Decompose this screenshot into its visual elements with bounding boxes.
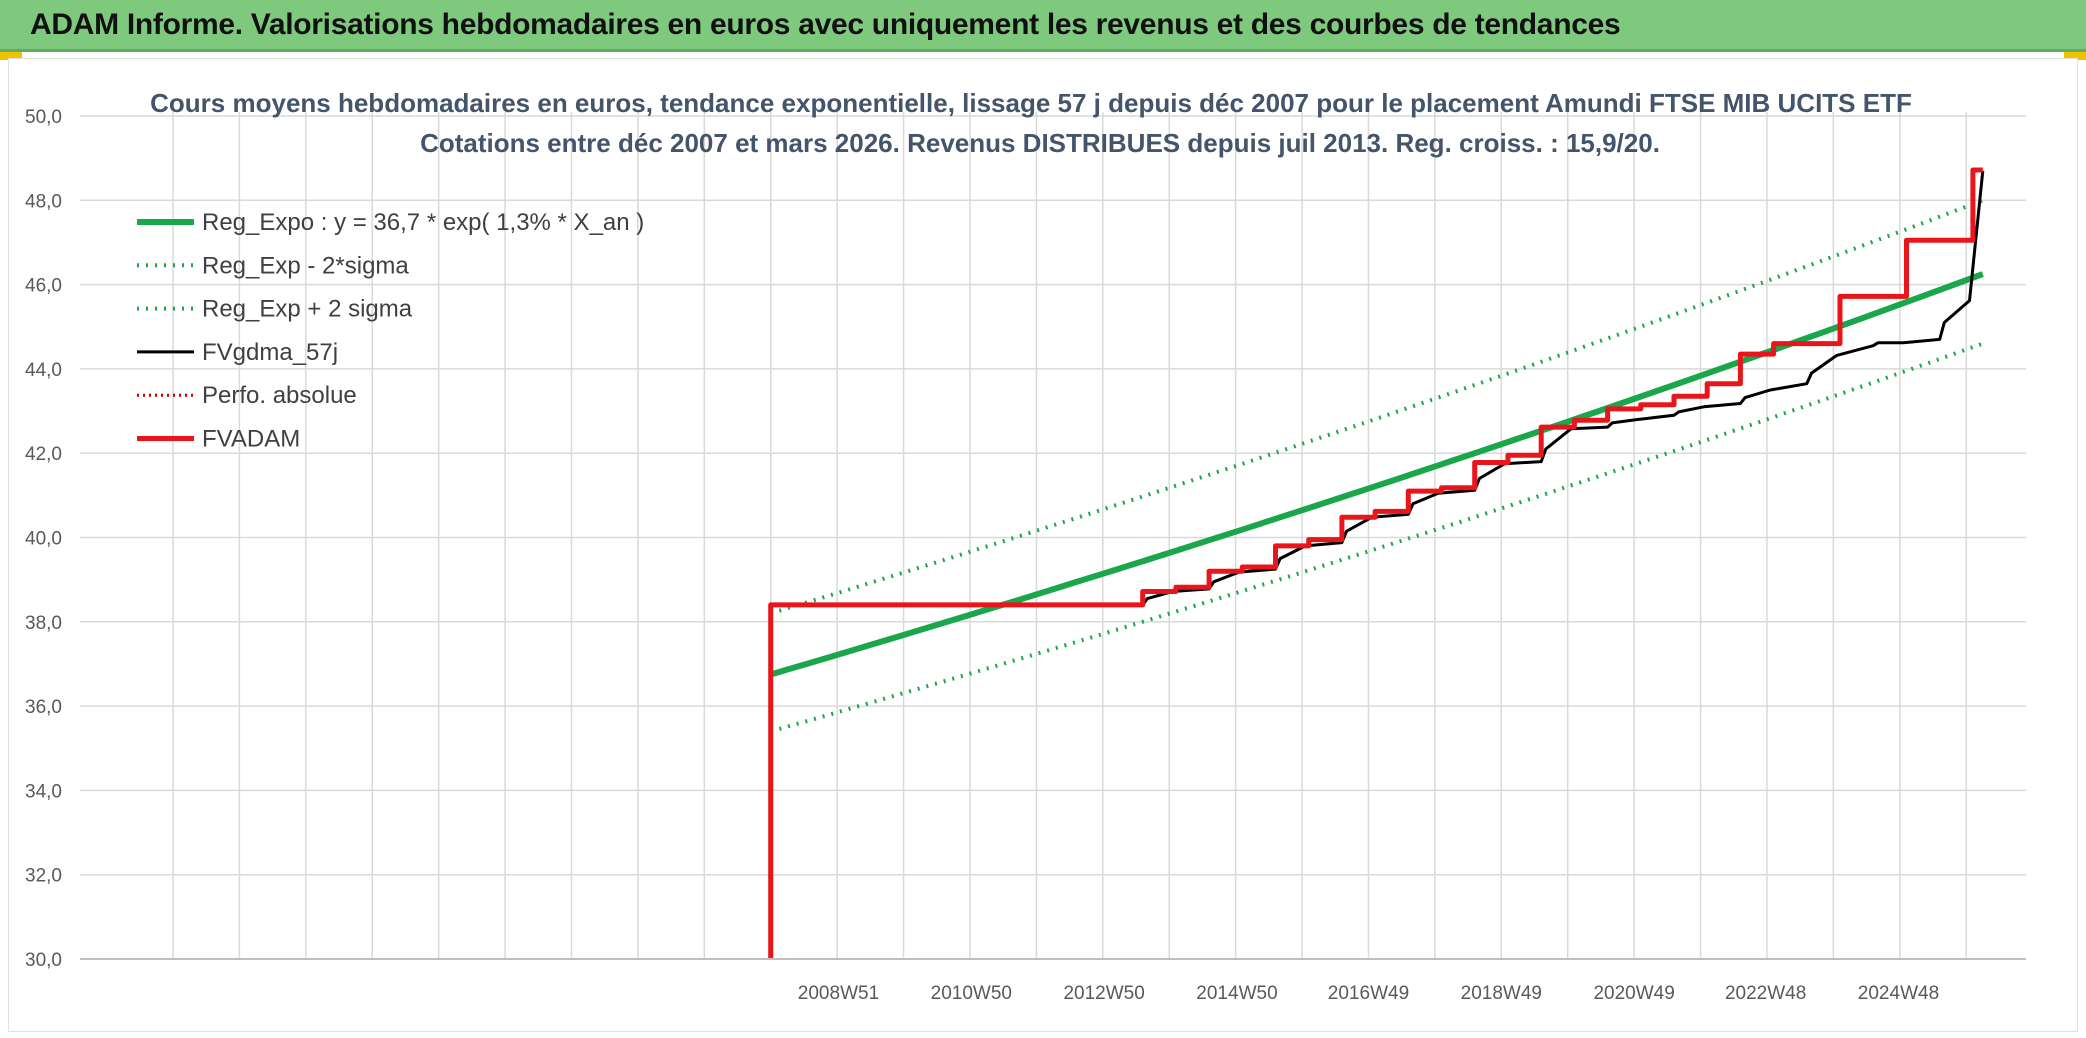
corner-marker-right — [2064, 52, 2086, 60]
corner-marker-left — [0, 52, 22, 60]
y-tick-label: 34,0 — [25, 781, 62, 802]
y-tick-label: 42,0 — [25, 444, 62, 465]
y-tick-label: 50,0 — [25, 107, 62, 128]
legend-label: FVgdma_57j — [202, 339, 338, 366]
axes: 30,0 32,0 34,0 36,0 38,0 40,0 42,0 44,0 46,0 48,0… — [25, 107, 2026, 1004]
y-tick-label: 36,0 — [25, 697, 62, 718]
plot-series — [768, 167, 1985, 959]
chart-title-line-1: Cours moyens hebdomadaires en euros, ten… — [150, 88, 1912, 118]
series-3-line — [770, 170, 1985, 607]
x-tick-label: 2022W48 — [1725, 983, 1806, 1004]
x-tick-label: 2014W50 — [1196, 983, 1277, 1004]
chart-title-line-2: Cotations entre déc 2007 et mars 2026. R… — [420, 128, 1660, 158]
legend-label: Perfo. absolue — [202, 382, 357, 409]
legend-label: Reg_Exp + 2 sigma — [202, 296, 413, 323]
legend-label: Reg_Expo : y = 36,7 * exp( 1,3% * X_an ) — [202, 209, 644, 236]
header-banner: ADAM Informe. Valorisations hebdomadaire… — [0, 0, 2086, 52]
x-tick-label: 2024W48 — [1858, 983, 1939, 1004]
x-tick-label: 2008W51 — [798, 983, 879, 1004]
x-tick-label: 2020W49 — [1593, 983, 1674, 1004]
legend-label: Reg_Exp - 2*sigma — [202, 252, 409, 279]
x-tick-label: 2018W49 — [1461, 983, 1542, 1004]
series-5-line — [768, 167, 1983, 959]
x-tick-label: 2012W50 — [1063, 983, 1144, 1004]
y-tick-label: 32,0 — [25, 866, 62, 887]
chart-title: Cours moyens hebdomadaires en euros, ten… — [150, 88, 1912, 158]
y-tick-label: 38,0 — [25, 613, 62, 634]
x-tick-label: 2016W49 — [1328, 983, 1409, 1004]
y-tick-label: 48,0 — [25, 191, 62, 212]
legend-label: FVADAM — [202, 426, 300, 453]
x-tick-label: 2010W50 — [931, 983, 1012, 1004]
grid — [80, 112, 2026, 960]
legend: Reg_Expo : y = 36,7 * exp( 1,3% * X_an )… — [137, 209, 644, 453]
chart-frame — [8, 58, 2078, 1032]
y-tick-label: 40,0 — [25, 529, 62, 550]
y-tick-label: 44,0 — [25, 360, 62, 381]
y-tick-label: 30,0 — [25, 950, 62, 971]
series-0-line — [769, 271, 1984, 678]
page-title: ADAM Informe. Valorisations hebdomadaire… — [30, 8, 1621, 41]
y-tick-label: 46,0 — [25, 276, 62, 297]
